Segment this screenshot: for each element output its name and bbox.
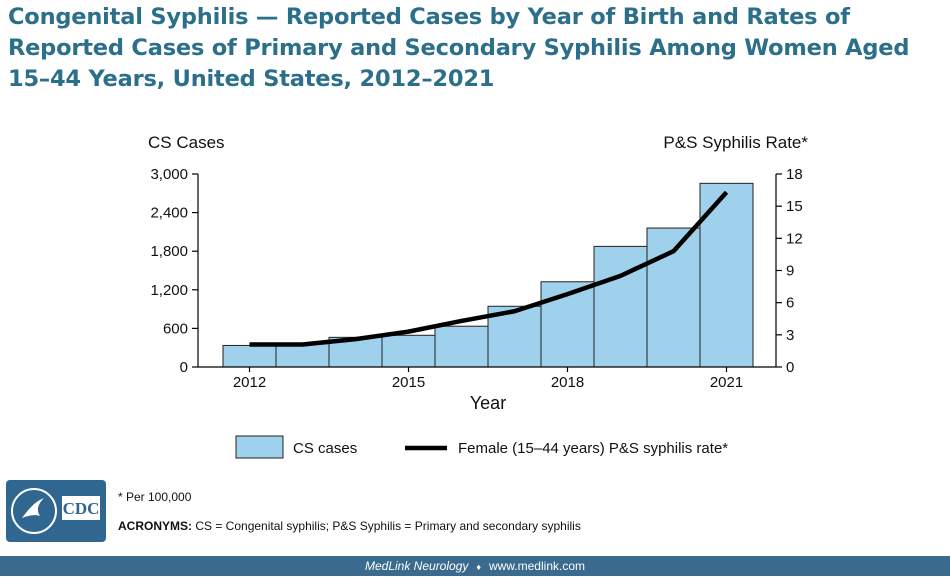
cdc-wordmark-bg	[62, 496, 100, 520]
right-tick-label: 0	[786, 359, 794, 376]
slide-title: Congenital Syphilis — Reported Cases by …	[8, 4, 910, 92]
x-tick-label: 2012	[233, 374, 266, 391]
acronyms: ACRONYMS: CS = Congenital syphilis; P&S …	[118, 519, 581, 533]
bar-2019	[593, 245, 648, 368]
x-tick-label: 2015	[392, 374, 425, 391]
left-tick-label: 1,200	[150, 282, 188, 299]
right-tick-label: 18	[786, 166, 803, 183]
acronyms-text: CS = Congenital syphilis; P&S Syphilis =…	[192, 519, 581, 533]
right-tick-label: 12	[786, 230, 803, 247]
hhs-seal-icon	[11, 488, 57, 534]
acronyms-label: ACRONYMS:	[118, 519, 192, 533]
right-tick-label: 15	[786, 198, 803, 215]
chart: CS Cases P&S Syphilis Rate* 0 600 1,200 1,8…	[148, 133, 808, 459]
bars-group	[222, 182, 754, 368]
eagle-icon	[22, 498, 44, 518]
footer-bar: MedLink Neurology ♦ www.medlink.com	[0, 556, 950, 576]
left-tick-label: 0	[180, 359, 188, 376]
footer-site-name: MedLink Neurology	[364, 559, 469, 573]
right-axis-title: P&S Syphilis Rate*	[663, 133, 808, 152]
legend-bar-label: CS cases	[293, 440, 357, 457]
rate-line	[249, 190, 729, 347]
left-axis-title: CS Cases	[148, 133, 225, 152]
right-tick-label: 3	[786, 327, 794, 344]
footer-link[interactable]: www.medlink.com	[488, 559, 585, 573]
cdc-logo: CDC	[6, 480, 106, 542]
bar-2013	[275, 343, 330, 368]
left-tick-label: 2,400	[150, 205, 188, 222]
left-tick-label: 1,800	[150, 243, 188, 260]
right-tick-label: 9	[786, 263, 794, 280]
footnote: * Per 100,000	[118, 490, 192, 504]
bar-2012	[222, 344, 277, 368]
legend-line-label: Female (15–44 years) P&S syphilis rate*	[458, 440, 728, 457]
bar-2016	[434, 325, 489, 368]
left-tick-label: 600	[163, 320, 188, 337]
x-axis-title: Year	[470, 393, 506, 413]
x-tick-label: 2021	[710, 374, 743, 391]
left-tick-label: 3,000	[150, 166, 188, 183]
footer-separator: ♦	[476, 562, 481, 572]
legend: CS cases Female (15–44 years) P&S syphil…	[235, 435, 728, 459]
bar-2015	[381, 334, 436, 368]
legend-bar-swatch	[235, 435, 284, 459]
axes-group: 0 600 1,200 1,800 2,400 3,000 0 3 6 9 12 15 18 2012 20…	[150, 166, 802, 391]
right-tick-label: 6	[786, 295, 794, 312]
cdc-wordmark: CDC	[63, 499, 100, 518]
x-tick-label: 2018	[551, 374, 584, 391]
